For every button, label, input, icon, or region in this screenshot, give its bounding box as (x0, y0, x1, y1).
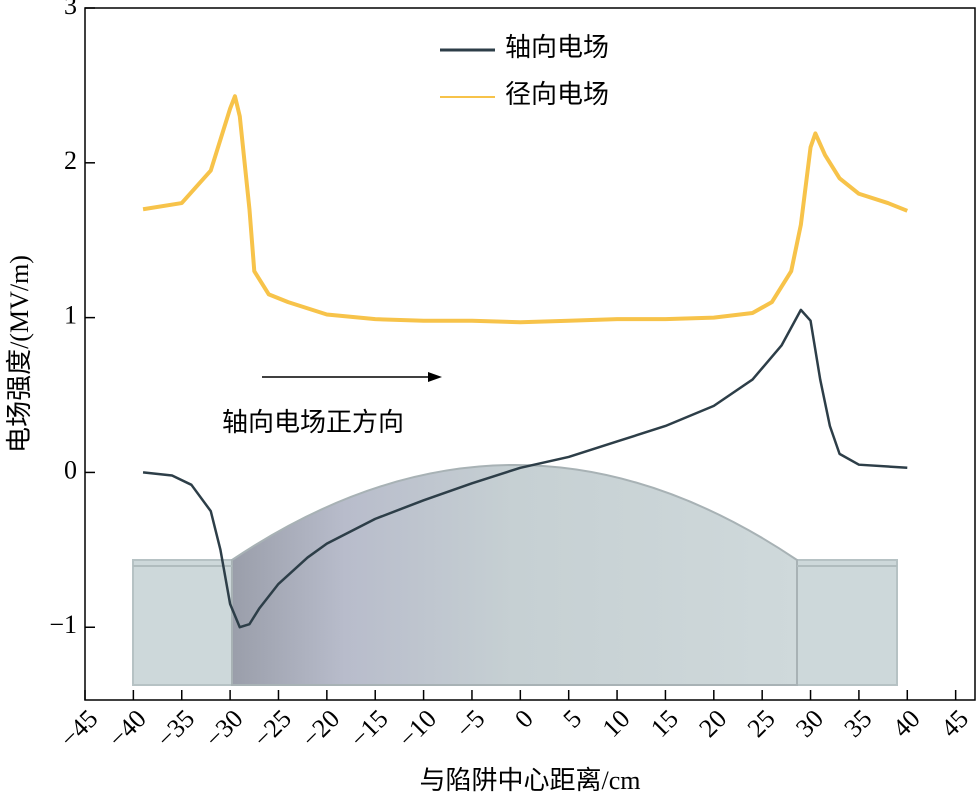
x-tick-label: 45 (935, 704, 974, 743)
x-tick-label: 30 (790, 704, 829, 743)
x-tick-label: 10 (597, 704, 636, 743)
x-tick-label: −40 (103, 704, 152, 753)
x-tick-label: 5 (557, 704, 587, 734)
x-tick-label: −45 (54, 704, 103, 753)
legend-label: 轴向电场 (505, 33, 609, 62)
x-tick-label: −20 (296, 704, 345, 753)
x-tick-label: −5 (450, 704, 490, 744)
y-tick-label: 0 (64, 455, 77, 484)
y-tick-label: 3 (64, 0, 77, 20)
legend-label: 径向电场 (505, 80, 609, 109)
series-line (142, 94, 909, 325)
x-tick-label: −15 (344, 704, 393, 753)
x-tick-label: −30 (199, 704, 248, 753)
x-tick-label: 15 (645, 704, 684, 743)
series-line (142, 308, 908, 629)
x-tick-label: 25 (742, 704, 781, 743)
x-tick-label: 40 (887, 704, 926, 743)
x-tick-label: 20 (693, 704, 732, 743)
x-tick-label: −25 (248, 704, 297, 753)
x-tick-label: −35 (151, 704, 200, 753)
trap-shape (132, 464, 898, 686)
arrow-head (428, 372, 442, 382)
y-axis-label: 电场强度/(MV/m) (5, 255, 34, 453)
x-tick-label: 35 (838, 704, 877, 743)
x-tick-label: −10 (393, 704, 442, 753)
y-tick-label: −1 (49, 610, 77, 639)
y-tick-label: 1 (64, 301, 77, 330)
x-tick-label: 0 (509, 704, 539, 734)
x-axis-label: 与陷阱中心距离/cm (420, 766, 641, 795)
y-tick-label: 2 (64, 146, 77, 175)
plot-frame (84, 7, 976, 701)
annotation: 轴向电场正方向 (222, 408, 404, 437)
